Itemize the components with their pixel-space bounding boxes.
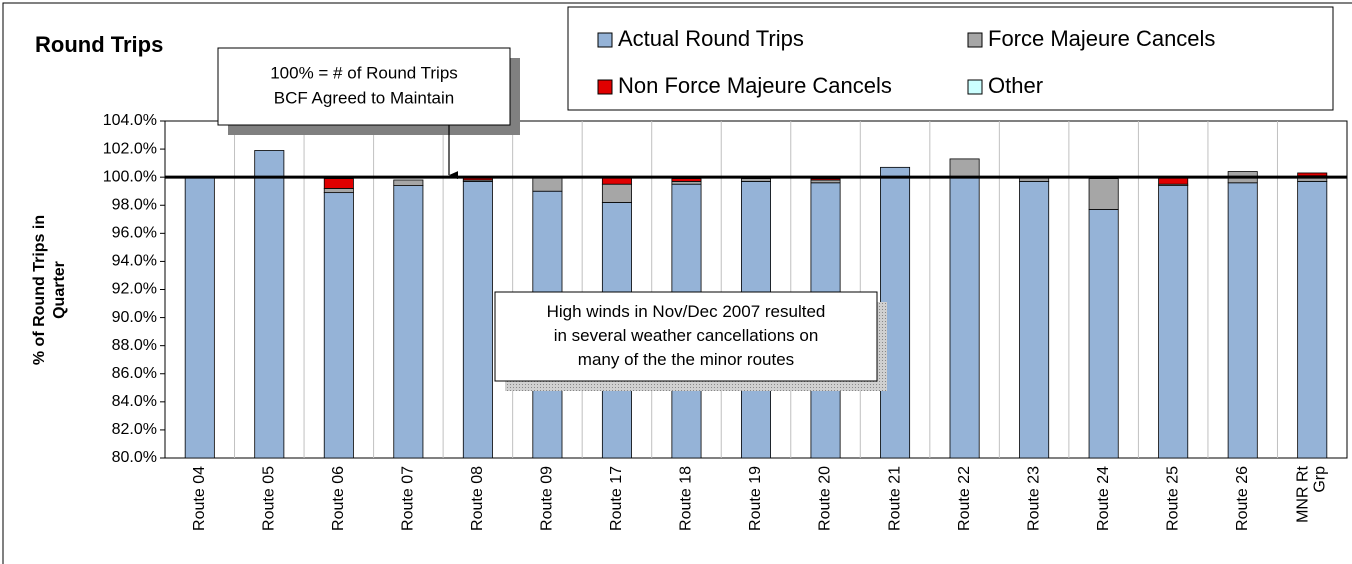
bar-segment xyxy=(254,150,285,459)
bar-segment xyxy=(184,176,215,459)
legend xyxy=(567,6,1334,111)
bar-segment xyxy=(532,176,563,192)
bar-segment xyxy=(323,187,354,194)
legend-swatch xyxy=(597,32,613,48)
bar-segment xyxy=(1297,172,1328,177)
x-tick-label: MNR RtGrp xyxy=(1295,465,1329,522)
bar-segment xyxy=(601,183,632,203)
y-tick-label: 82.0% xyxy=(112,421,157,438)
bar-segment xyxy=(1158,185,1189,459)
x-tick-label: Route 22 xyxy=(956,466,973,531)
bar-segment xyxy=(740,178,772,182)
legend-label: Non Force Majeure Cancels xyxy=(618,73,892,98)
y-tick-label: 104.0% xyxy=(103,112,157,129)
annotation-text: BCF Agreed to Maintain xyxy=(274,88,454,107)
legend-swatch xyxy=(597,79,613,95)
legend-swatch xyxy=(967,32,983,48)
legend-label: Actual Round Trips xyxy=(618,26,804,51)
y-tick-label: 86.0% xyxy=(112,365,157,382)
annotation-text: High winds in Nov/Dec 2007 resulted xyxy=(547,302,826,321)
bar-segment xyxy=(323,178,354,189)
y-tick-label: 100.0% xyxy=(103,168,157,185)
bar-segment xyxy=(462,180,493,459)
y-tick-label: 94.0% xyxy=(112,253,157,270)
x-tick-label: Route 09 xyxy=(539,466,556,531)
bar-segment xyxy=(323,192,354,459)
bar-segment xyxy=(1088,178,1119,210)
bar-segment xyxy=(393,185,424,459)
x-tick-label: Route 26 xyxy=(1234,466,1251,531)
y-tick-label: 98.0% xyxy=(112,196,157,213)
bar-segment xyxy=(949,176,980,459)
bar-segment xyxy=(1227,182,1258,459)
annotation-text: in several weather cancellations on xyxy=(554,326,819,345)
annotation-text: 100% = # of Round Trips xyxy=(270,63,458,82)
x-tick-label: Route 07 xyxy=(400,466,417,531)
y-tick-label: 80.0% xyxy=(112,449,157,466)
x-tick-label: Route 05 xyxy=(261,466,278,531)
y-axis-label-line: Quarter xyxy=(51,261,68,319)
legend-label: Other xyxy=(988,73,1043,98)
chart-title: Round Trips xyxy=(35,32,163,57)
bar-segment xyxy=(671,178,702,182)
y-tick-label: 84.0% xyxy=(112,393,157,410)
x-tick-label: Route 18 xyxy=(678,466,695,531)
annotation-box xyxy=(494,291,878,382)
y-tick-label: 92.0% xyxy=(112,281,157,298)
bar-segment xyxy=(810,178,841,181)
y-axis-label: % of Round Trips in Quarter xyxy=(31,215,68,365)
x-tick-label: Route 19 xyxy=(747,466,764,531)
y-axis-label-line: % of Round Trips in xyxy=(31,215,48,365)
bar-segment xyxy=(393,179,424,186)
x-tick-label: Route 21 xyxy=(886,466,903,531)
x-tick-label: Route 20 xyxy=(817,466,834,531)
bar-segment xyxy=(949,158,980,178)
legend-label: Force Majeure Cancels xyxy=(988,26,1215,51)
annotation-text: many of the the minor routes xyxy=(578,350,794,369)
bar-segment xyxy=(671,180,702,185)
x-tick-label: Route 17 xyxy=(608,466,625,531)
bar-segment xyxy=(1019,180,1050,459)
y-tick-label: 90.0% xyxy=(112,309,157,326)
x-tick-label: Route 08 xyxy=(469,466,486,531)
bar-segment xyxy=(1088,209,1119,459)
legend-swatch xyxy=(967,79,983,95)
y-tick-label: 88.0% xyxy=(112,337,157,354)
x-tick-label: Route 06 xyxy=(330,466,347,531)
x-tick-label: Route 24 xyxy=(1095,466,1112,531)
bar-segment xyxy=(810,179,841,184)
x-tick-label: Route 04 xyxy=(191,466,208,531)
x-tick-label: Route 23 xyxy=(1025,466,1042,531)
bar-segment xyxy=(1297,180,1328,459)
x-tick-label: Route 25 xyxy=(1164,466,1181,531)
y-tick-label: 96.0% xyxy=(112,225,157,242)
annotation-box xyxy=(217,47,511,126)
y-tick-label: 102.0% xyxy=(103,140,157,157)
